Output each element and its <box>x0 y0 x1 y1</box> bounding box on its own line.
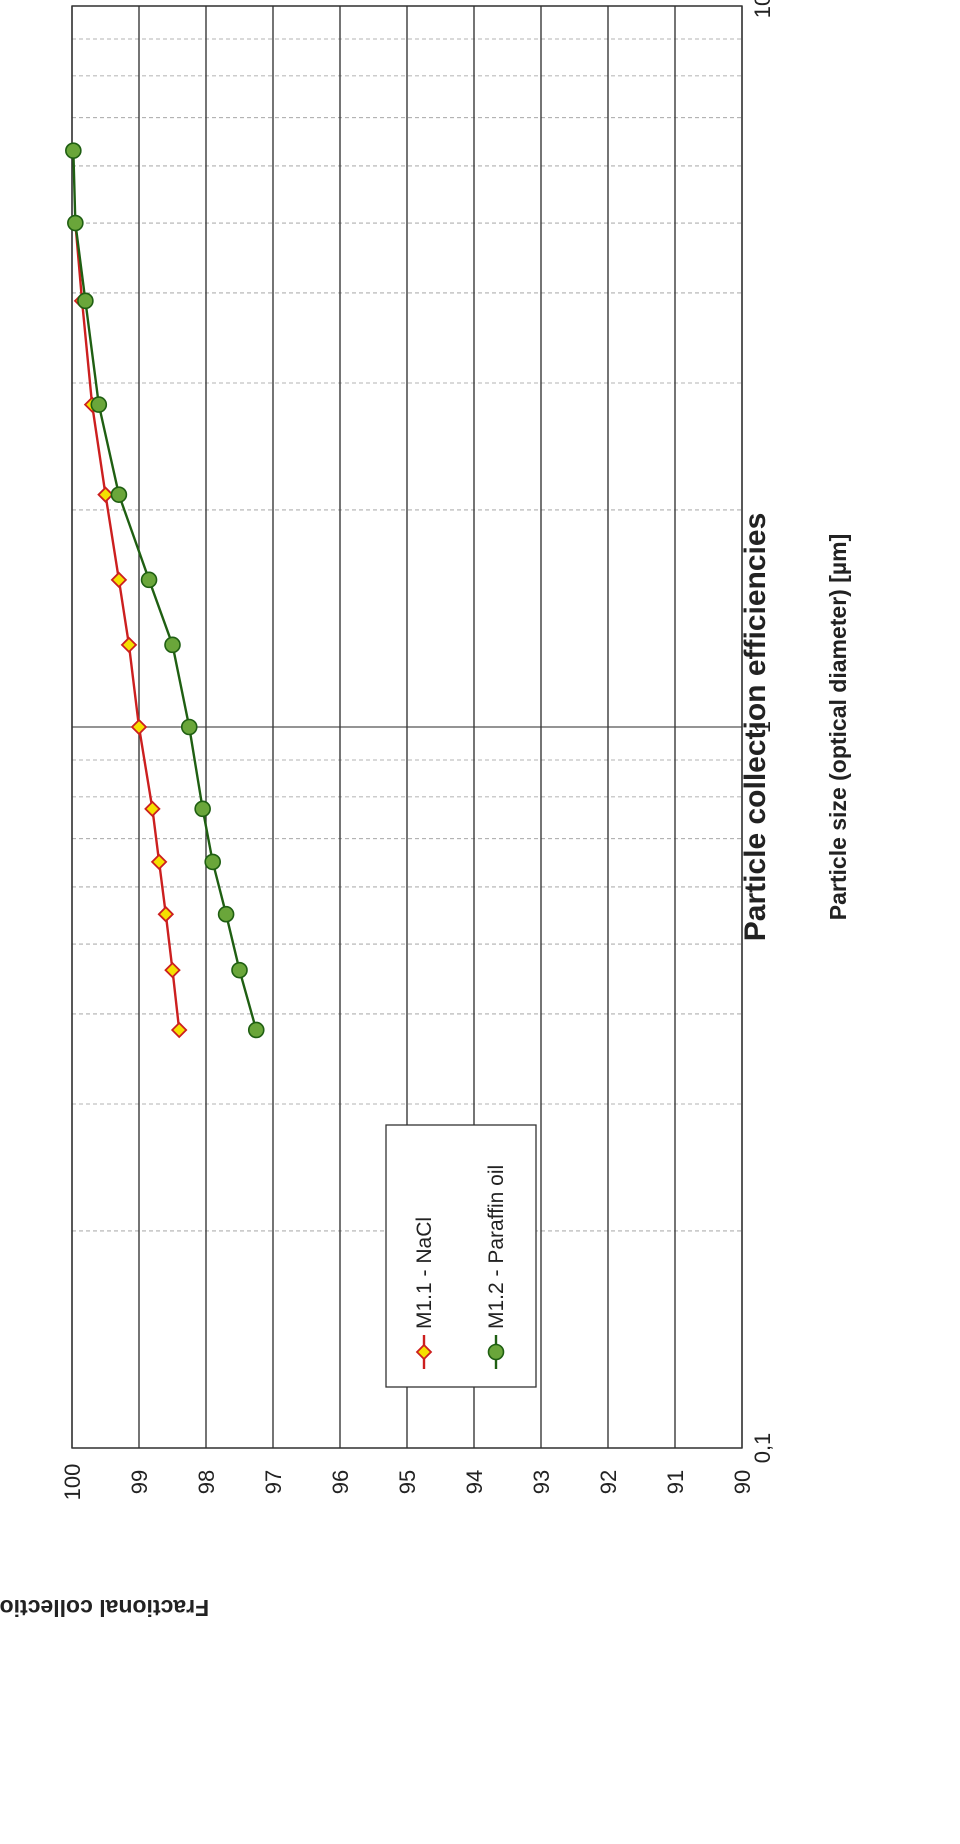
y-tick-label: 91 <box>663 1470 688 1494</box>
chart-title: Particle collection efficiencies <box>739 513 772 942</box>
x-tick-label: 1 <box>750 721 775 733</box>
data-point <box>180 718 198 736</box>
data-point <box>170 1021 188 1039</box>
y-tick-label: 90 <box>730 1470 755 1494</box>
y-tick-label: 92 <box>596 1470 621 1494</box>
legend-marker <box>487 1343 505 1361</box>
data-point <box>150 853 168 871</box>
data-point <box>140 571 158 589</box>
series-line-1 <box>74 222 181 1031</box>
data-point <box>164 961 181 979</box>
legend-label: M1.2 - Paraffin oil <box>485 1165 508 1329</box>
data-point <box>67 214 84 232</box>
data-point <box>157 905 175 923</box>
plot-frame <box>71 5 743 1449</box>
data-point <box>90 396 108 413</box>
x-axis-title: Particle size (optical diameter) [µm] <box>825 534 851 920</box>
data-point <box>247 1021 265 1039</box>
data-point <box>110 571 128 589</box>
data-point <box>110 486 128 503</box>
data-point <box>97 486 114 503</box>
data-point <box>130 718 148 736</box>
legend-label: M1.1 - NaCl <box>413 1217 436 1329</box>
data-point <box>204 853 221 871</box>
y-tick-label: 93 <box>529 1470 554 1494</box>
x-tick-label: 0,1 <box>750 1433 775 1464</box>
data-point <box>144 800 161 818</box>
x-tick-label: 10 <box>750 0 775 18</box>
data-point <box>217 905 235 923</box>
data-point <box>120 636 138 654</box>
y-tick-label: 95 <box>395 1470 420 1494</box>
data-point <box>194 800 211 818</box>
y-tick-label: 94 <box>462 1470 487 1494</box>
data-point <box>65 142 82 159</box>
y-axis-title: Fractional collection efficiency [%] <box>0 1595 209 1621</box>
y-tick-label: 96 <box>328 1470 353 1494</box>
y-tick-label: 98 <box>194 1470 219 1494</box>
y-tick-label: 99 <box>127 1470 152 1494</box>
legend-marker <box>415 1343 433 1361</box>
data-point <box>77 292 94 310</box>
y-tick-label: 97 <box>261 1470 286 1494</box>
data-point <box>231 961 248 979</box>
data-point <box>164 636 181 654</box>
y-tick-label: 100 <box>60 1464 85 1501</box>
legend-box <box>385 1124 537 1388</box>
